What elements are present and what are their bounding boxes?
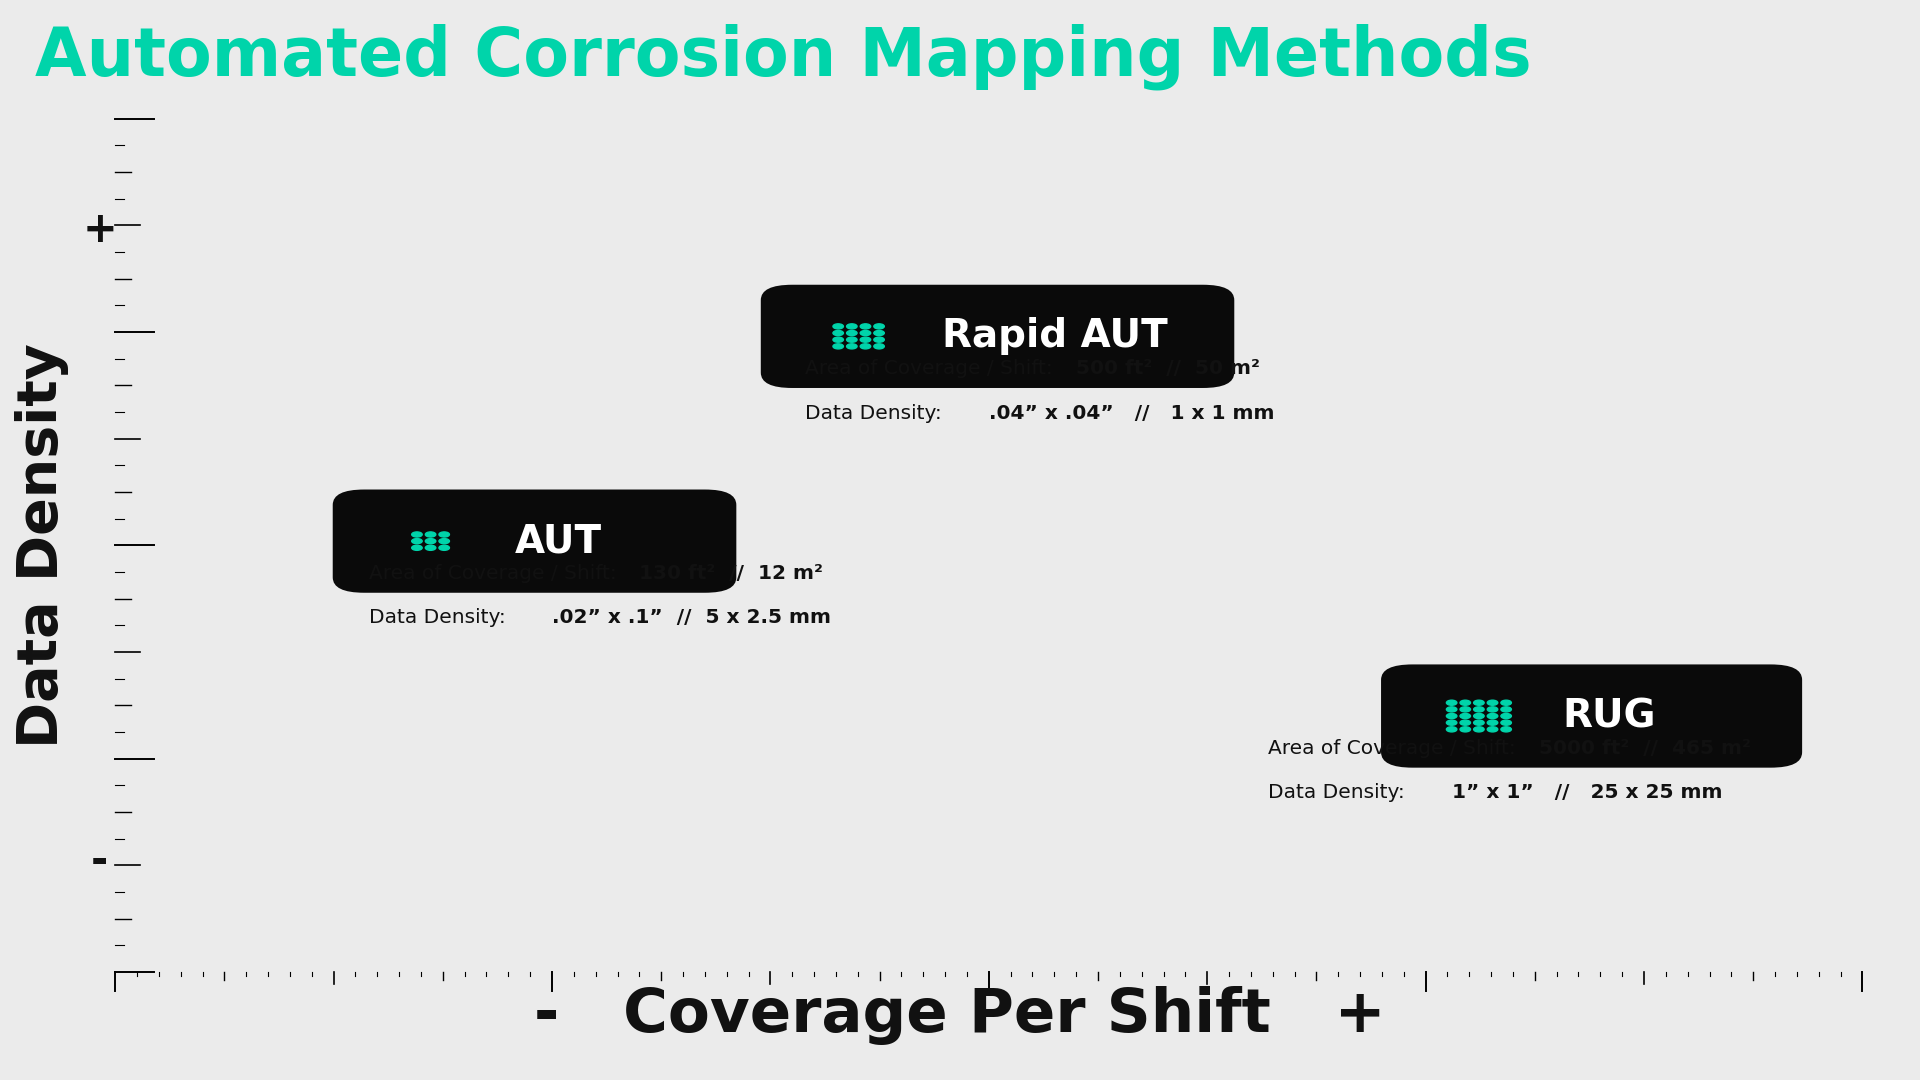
FancyBboxPatch shape: [760, 285, 1235, 388]
Text: 500 ft²  //  50 m²: 500 ft² // 50 m²: [1075, 360, 1260, 378]
Circle shape: [426, 539, 436, 543]
Text: .02” x .1”  //  5 x 2.5 mm: .02” x .1” // 5 x 2.5 mm: [553, 608, 831, 627]
Text: Data Density:: Data Density:: [369, 608, 511, 627]
Text: AUT: AUT: [515, 522, 601, 561]
Circle shape: [833, 324, 843, 329]
Circle shape: [1446, 727, 1457, 732]
FancyBboxPatch shape: [332, 489, 737, 593]
Circle shape: [411, 545, 422, 551]
Circle shape: [847, 337, 856, 342]
Circle shape: [833, 337, 843, 342]
Circle shape: [874, 330, 885, 336]
Text: Automated Corrosion Mapping Methods: Automated Corrosion Mapping Methods: [35, 24, 1530, 90]
Circle shape: [1501, 706, 1511, 712]
Circle shape: [1446, 720, 1457, 726]
Circle shape: [1475, 706, 1484, 712]
Circle shape: [874, 337, 885, 342]
Circle shape: [1446, 714, 1457, 718]
Circle shape: [1475, 700, 1484, 705]
Text: Area of Coverage / Shift:: Area of Coverage / Shift:: [1269, 739, 1523, 758]
Text: Area of Coverage / Shift:: Area of Coverage / Shift:: [369, 564, 622, 583]
Circle shape: [1501, 700, 1511, 705]
Circle shape: [1501, 727, 1511, 732]
Circle shape: [411, 532, 422, 537]
Circle shape: [411, 539, 422, 543]
Circle shape: [1459, 714, 1471, 718]
Circle shape: [833, 343, 843, 349]
Circle shape: [1501, 714, 1511, 718]
Circle shape: [1446, 706, 1457, 712]
Circle shape: [1488, 714, 1498, 718]
Circle shape: [426, 545, 436, 551]
Text: -   Coverage Per Shift   +: - Coverage Per Shift +: [534, 986, 1386, 1044]
Text: RUG: RUG: [1563, 697, 1657, 735]
Circle shape: [1488, 700, 1498, 705]
Circle shape: [847, 343, 856, 349]
Circle shape: [860, 324, 870, 329]
Circle shape: [426, 532, 436, 537]
Circle shape: [833, 330, 843, 336]
Circle shape: [1459, 727, 1471, 732]
Circle shape: [440, 539, 449, 543]
Circle shape: [1475, 714, 1484, 718]
Circle shape: [1475, 720, 1484, 726]
Text: Rapid AUT: Rapid AUT: [943, 318, 1167, 355]
Circle shape: [860, 343, 870, 349]
Circle shape: [874, 343, 885, 349]
Text: Data Density:: Data Density:: [804, 404, 948, 422]
Text: Data Density:: Data Density:: [1269, 783, 1411, 802]
Text: -: -: [92, 840, 108, 882]
Circle shape: [1488, 720, 1498, 726]
Circle shape: [1459, 720, 1471, 726]
Text: Area of Coverage / Shift:: Area of Coverage / Shift:: [804, 360, 1060, 378]
Text: 5000 ft²  //  465 m²: 5000 ft² // 465 m²: [1540, 739, 1751, 758]
Circle shape: [1459, 706, 1471, 712]
Circle shape: [1488, 727, 1498, 732]
Text: 130 ft²  //  12 m²: 130 ft² // 12 m²: [639, 564, 824, 583]
FancyBboxPatch shape: [1380, 664, 1803, 768]
Circle shape: [440, 532, 449, 537]
Text: Data Density: Data Density: [15, 343, 69, 747]
Text: .04” x .04”   //   1 x 1 mm: .04” x .04” // 1 x 1 mm: [989, 404, 1275, 422]
Text: 1” x 1”   //   25 x 25 mm: 1” x 1” // 25 x 25 mm: [1452, 783, 1722, 802]
Circle shape: [1488, 706, 1498, 712]
Circle shape: [860, 337, 870, 342]
Circle shape: [1459, 700, 1471, 705]
Circle shape: [1475, 727, 1484, 732]
Circle shape: [440, 545, 449, 551]
Circle shape: [847, 324, 856, 329]
Circle shape: [874, 324, 885, 329]
Circle shape: [860, 330, 870, 336]
Text: +: +: [83, 208, 117, 251]
Circle shape: [847, 330, 856, 336]
Circle shape: [1501, 720, 1511, 726]
Circle shape: [1446, 700, 1457, 705]
